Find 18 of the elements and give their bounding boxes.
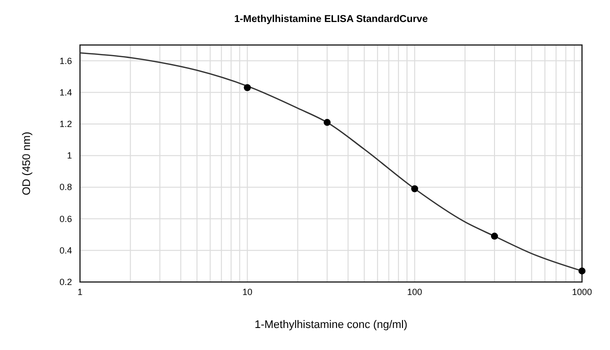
y-tick-label: 1.2 [59, 119, 72, 129]
y-tick-label: 0.4 [59, 245, 72, 256]
y-tick-label: 0.6 [59, 214, 72, 224]
x-tick-label: 1 [77, 287, 83, 297]
chart-title: 1-Methylhistamine ELISA StandardCurve [234, 14, 428, 25]
point [244, 84, 251, 92]
x-tick-label: 1000 [572, 287, 592, 297]
x-tick-label: 10 [242, 287, 252, 297]
point [411, 185, 418, 192]
x-axis-title: 1-Methylhistamine conc (ng/ml) [254, 319, 408, 331]
y-tick-label: 1 [66, 150, 72, 161]
y-tick-label: 1.6 [59, 56, 72, 66]
point [578, 267, 586, 274]
x-tick-label: 100 [407, 287, 422, 297]
y-tick-label: 0.2 [59, 277, 72, 287]
y-tick-label: 0.8 [59, 182, 72, 192]
y-axis-title: OD (450 nm) [21, 132, 33, 196]
y-tick-label: 1.4 [59, 87, 72, 98]
